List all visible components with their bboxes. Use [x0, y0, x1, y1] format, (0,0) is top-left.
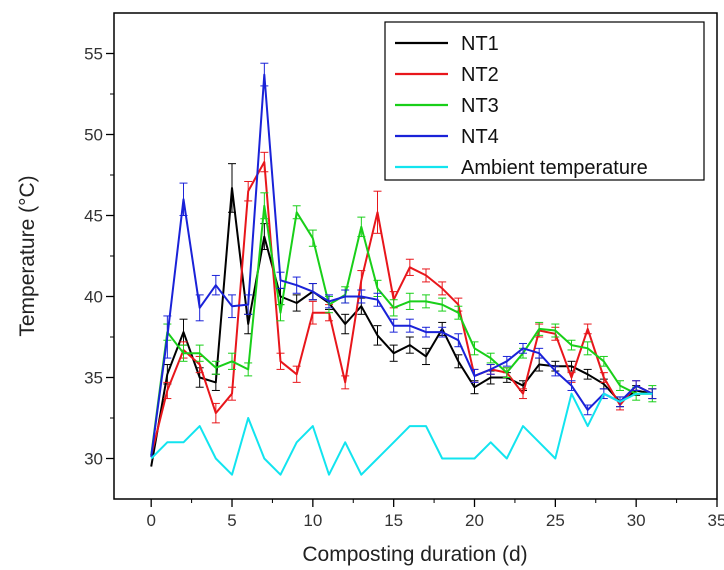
- x-tick-label: 10: [303, 511, 322, 530]
- x-tick-label: 0: [146, 511, 155, 530]
- x-tick-label: 30: [627, 511, 646, 530]
- x-tick-label: 35: [708, 511, 724, 530]
- y-tick-label: 50: [84, 126, 103, 145]
- x-tick-label: 15: [384, 511, 403, 530]
- series-line-nt1: [150, 187, 653, 467]
- series-nt3: [150, 192, 657, 456]
- legend-label-nt4: NT4: [461, 126, 499, 148]
- legend-label-nt3: NT3: [461, 95, 499, 117]
- y-tick-label: 55: [84, 45, 103, 64]
- series-nt1: [150, 163, 657, 467]
- legend-label-nt1: NT1: [461, 33, 499, 55]
- legend: NT1 NT2 NT3 NT4 Ambient temperature: [384, 21, 705, 181]
- series-ambient-temperature: [150, 392, 653, 476]
- x-tick-label: 5: [227, 511, 236, 530]
- axis-layer: 0 5 10 15 20 25 30 35 30 35 40 45 50 55: [84, 45, 724, 531]
- series-line-nt2: [150, 161, 653, 456]
- series-line-nt4: [150, 73, 653, 458]
- legend-label-ambient-temperature: Ambient temperature: [461, 157, 648, 179]
- legend-box: [384, 21, 705, 181]
- x-tick-label: 25: [546, 511, 565, 530]
- x-axis-title: Composting duration (d): [302, 543, 527, 566]
- series-line-nt3: [150, 204, 653, 456]
- series-layer: [150, 62, 657, 476]
- y-tick-label: 30: [84, 450, 103, 469]
- series-line-ambient-temperature: [150, 392, 653, 476]
- x-tick-label: 20: [465, 511, 484, 530]
- y-tick-label: 45: [84, 207, 103, 226]
- y-tick-label: 40: [84, 288, 103, 307]
- y-tick-label: 35: [84, 369, 103, 388]
- y-axis-title: Temperature (°C): [16, 175, 39, 336]
- legend-label-nt2: NT2: [461, 64, 499, 86]
